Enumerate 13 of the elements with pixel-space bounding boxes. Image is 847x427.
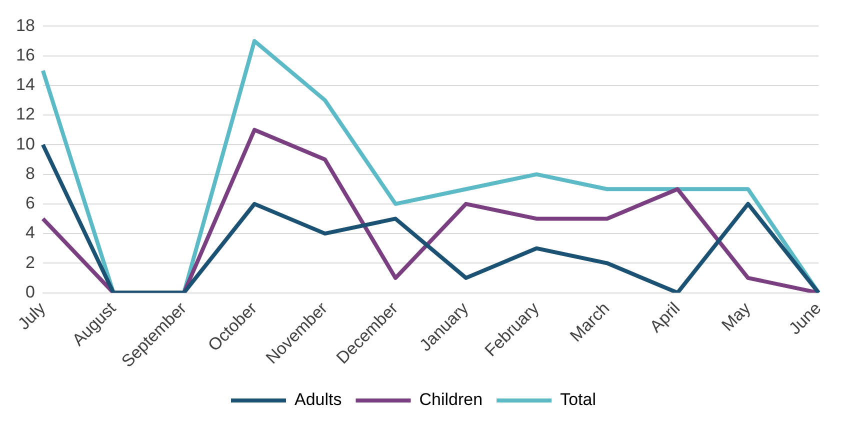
y-tick-label: 16 — [16, 46, 35, 65]
y-tick-label: 6 — [25, 194, 35, 213]
y-tick-label: 10 — [16, 134, 35, 154]
y-tick-label: 4 — [25, 223, 35, 242]
legend-label: Adults — [294, 390, 342, 410]
y-tick-label: 18 — [16, 16, 35, 35]
y-tick-label: 14 — [16, 75, 35, 94]
x-tick-label: May — [718, 298, 755, 335]
y-tick-label: 2 — [25, 252, 35, 272]
y-tick-label: 12 — [16, 104, 35, 124]
legend-label: Children — [419, 390, 483, 410]
legend-label: Total — [560, 390, 596, 410]
y-tick-label: 8 — [25, 164, 35, 183]
